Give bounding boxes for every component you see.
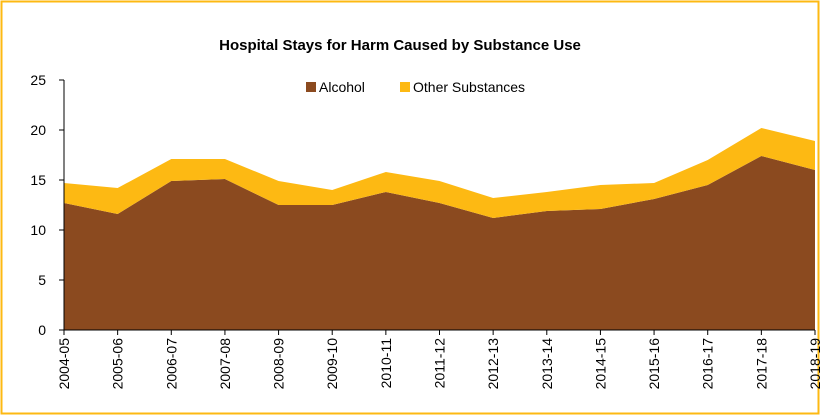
plot-areas: [64, 128, 815, 330]
y-tick-label: 20: [30, 122, 46, 138]
x-tick-label: 2010-11: [378, 338, 394, 389]
x-tick-label: 2009-10: [324, 338, 340, 390]
x-tick-label: 2011-12: [432, 338, 448, 389]
x-tick-label: 2018-19: [807, 338, 820, 390]
x-tick-label: 2006-07: [163, 338, 179, 390]
legend-swatch-other-substances: [400, 82, 410, 92]
legend-label-other-substances: Other Substances: [413, 79, 525, 95]
x-tick-label: 2012-13: [485, 338, 501, 390]
chart-title: Hospital Stays for Harm Caused by Substa…: [219, 37, 581, 54]
y-tick-label: 5: [38, 272, 46, 288]
legend-label-alcohol: Alcohol: [319, 79, 365, 95]
x-tick-label: 2016-17: [700, 338, 716, 390]
series-area-other-substances: [64, 128, 815, 218]
x-tick-label: 2015-16: [646, 338, 662, 390]
x-tick-label: 2017-18: [753, 338, 769, 390]
x-tick-label: 2013-14: [539, 338, 555, 390]
x-tick-label: 2005-06: [110, 338, 126, 390]
y-tick-label: 0: [38, 322, 46, 338]
legend-swatch-alcohol: [306, 82, 316, 92]
y-tick-label: 15: [30, 172, 46, 188]
x-tick-label: 2014-15: [592, 338, 608, 390]
x-tick-label: 2004-05: [56, 338, 72, 390]
y-tick-label: 10: [30, 222, 46, 238]
x-axis: 2004-05 2005-06 2006-07 2007-08 2008-09 2009-…: [56, 329, 820, 390]
series-area-alcohol: [64, 156, 815, 330]
x-tick-label: 2008-09: [271, 338, 287, 390]
legend: Alcohol Other Substances: [306, 79, 525, 95]
y-tick-label: 25: [30, 72, 46, 88]
x-tick-label: 2007-08: [217, 338, 233, 390]
y-axis: 0 5 10 15 20 25: [30, 72, 65, 338]
